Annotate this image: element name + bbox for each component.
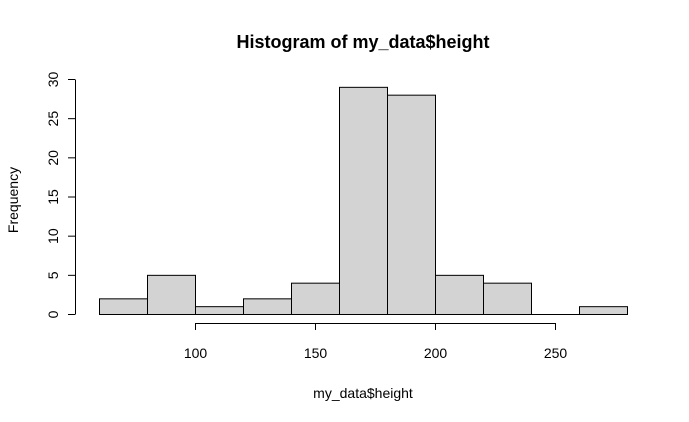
histogram-bar: [99, 298, 148, 316]
histogram-bar: [579, 306, 628, 315]
y-tick-label: 0: [45, 310, 61, 318]
histogram-bar: [291, 282, 340, 315]
y-tick-label: 30: [45, 72, 61, 88]
histogram-bar: [435, 274, 484, 316]
y-axis-label: Frequency: [5, 167, 21, 233]
histogram-bar: [387, 94, 436, 315]
y-tick-label: 5: [45, 271, 61, 279]
histogram-bar: [339, 86, 388, 316]
histogram-bar: [243, 298, 292, 316]
x-tick-label: 200: [424, 345, 448, 361]
histogram-bar: [195, 306, 244, 315]
bars-group: [99, 86, 628, 316]
y-tick-label: 20: [45, 150, 61, 166]
x-tick-label: 250: [544, 345, 568, 361]
y-tick-label: 25: [45, 111, 61, 127]
x-axis-label: my_data$height: [313, 385, 413, 401]
x-axis: 100 150 200 250: [184, 323, 568, 361]
x-tick-label: 150: [304, 345, 328, 361]
x-tick-label: 100: [184, 345, 208, 361]
y-tick-label: 10: [45, 228, 61, 244]
chart-title: Histogram of my_data$height: [236, 32, 489, 52]
histogram-bar: [483, 282, 532, 315]
y-tick-label: 15: [45, 189, 61, 205]
y-axis: 0 5 10 15 20 25 30: [45, 72, 76, 318]
histogram-bar: [147, 274, 196, 316]
